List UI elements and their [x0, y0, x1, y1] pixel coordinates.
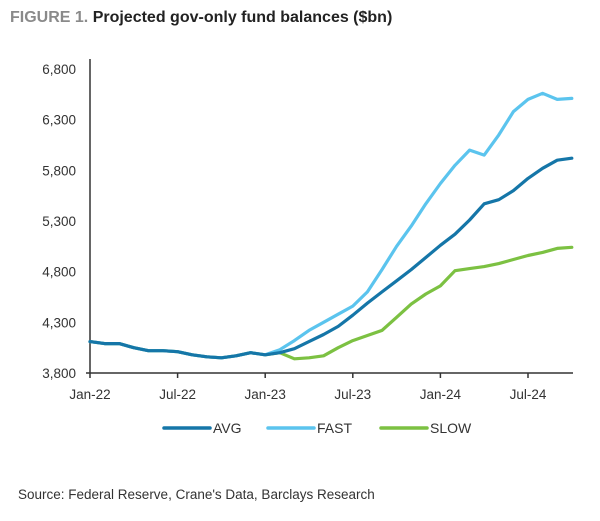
legend-item-avg: AVG	[162, 420, 242, 436]
x-tick-label: Jul-22	[159, 387, 196, 402]
series-line-avg	[88, 156, 574, 360]
x-tick-label: Jul-24	[510, 387, 547, 402]
y-tick-label: 6,800	[42, 62, 76, 77]
x-tick-label: Jan-23	[245, 387, 286, 402]
y-tick-label: 4,300	[42, 315, 76, 330]
y-tick-label: 3,800	[42, 366, 76, 381]
x-tick-label: Jan-22	[69, 387, 110, 402]
figure-title: Projected gov-only fund balances ($bn)	[92, 9, 393, 26]
figure-label: FIGURE 1.	[10, 9, 89, 26]
legend-label: AVG	[213, 420, 242, 436]
legend-label: SLOW	[430, 420, 472, 436]
source-note: Source: Federal Reserve, Crane's Data, B…	[18, 487, 375, 502]
y-axis-ticks: 3,800 4,300 4,800 5,300 5,800 6,300 6,800	[42, 62, 76, 381]
x-axis-ticks: Jan-22 Jul-22 Jan-23 Jul-23 Jan-24 Jul-24	[69, 373, 547, 402]
chart-title: FIGURE 1. Projected gov-only fund balanc…	[10, 9, 392, 27]
legend-item-fast: FAST	[266, 420, 352, 436]
legend: AVG FAST SLOW	[162, 420, 472, 436]
y-tick-label: 6,300	[42, 113, 76, 128]
legend-item-slow: SLOW	[379, 420, 472, 436]
y-tick-label: 5,800	[42, 163, 76, 178]
y-tick-label: 5,300	[42, 214, 76, 229]
legend-label: FAST	[317, 420, 352, 436]
y-tick-label: 4,800	[42, 265, 76, 280]
series-lines	[88, 91, 574, 361]
x-tick-label: Jan-24	[420, 387, 462, 402]
x-tick-label: Jul-23	[334, 387, 371, 402]
series-line-fast	[88, 91, 574, 360]
series-line-slow	[88, 245, 574, 361]
